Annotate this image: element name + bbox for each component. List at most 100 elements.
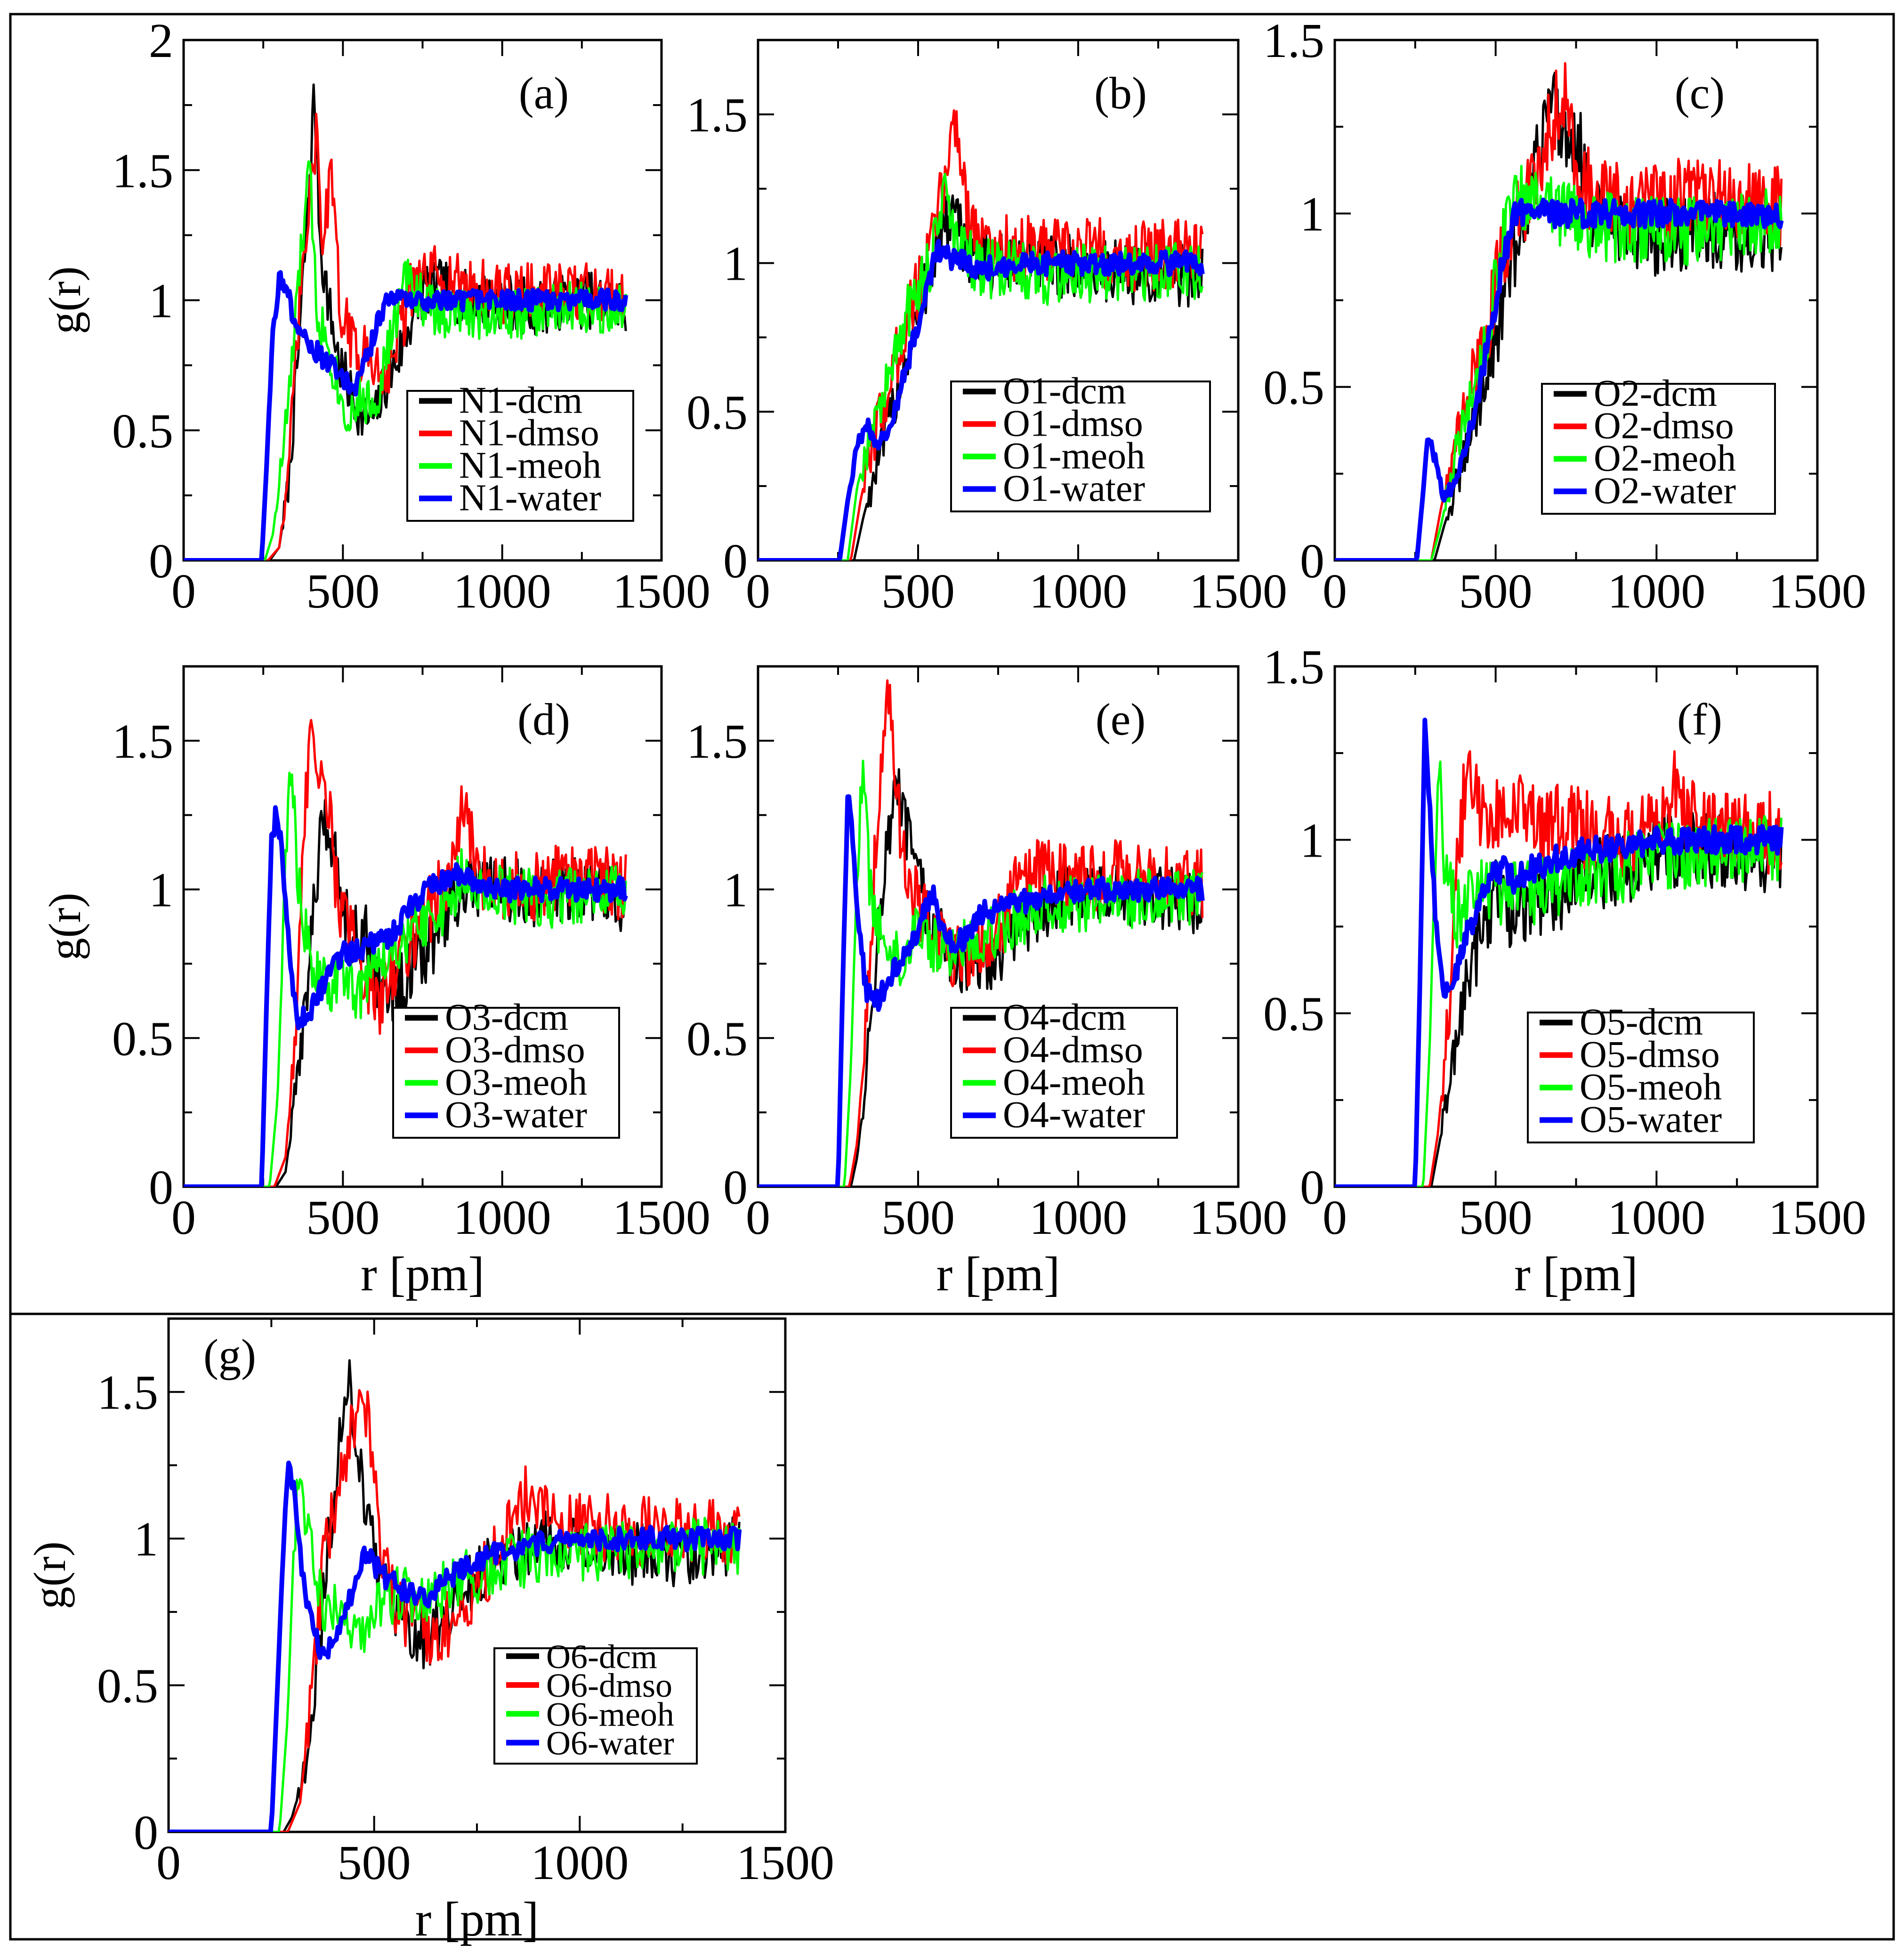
series-line-O2-water <box>1335 197 1784 560</box>
legend-label: O3-dcm <box>445 996 568 1038</box>
y-tick-label: 0.5 <box>1263 361 1324 415</box>
panel-f: 0 500 1000 1500 0 0.5 1 1.5 (f) O5-dcmO5-dmsoO5-m… <box>1263 640 1866 1301</box>
y-tick-label: 0 <box>1300 1160 1324 1215</box>
panel-label: (a) <box>519 68 569 118</box>
legend-label: O1-water <box>1003 468 1145 509</box>
y-tick-label: 1.5 <box>686 714 748 769</box>
x-tick-label: 0 <box>746 564 770 618</box>
x-tick-label: 1000 <box>1029 564 1127 618</box>
series-line-O6-dcm <box>169 1359 741 1832</box>
panel-c: 0 500 1000 1500 0 0.5 1 1.5 (c) O2-dcmO2-dmsoO2-m… <box>1263 14 1866 618</box>
panel-label: (f) <box>1677 694 1722 745</box>
x-tick-label: 0 <box>171 1191 196 1245</box>
legend-label: O4-dmso <box>1003 1029 1143 1070</box>
y-tick-label: 1.5 <box>686 88 748 142</box>
y-tick-label: 0 <box>723 1160 748 1215</box>
legend-label: O1-dcm <box>1003 370 1126 412</box>
x-tick-label: 500 <box>881 564 955 618</box>
panel-label: (d) <box>517 694 570 745</box>
legend-label: O5-dcm <box>1580 1001 1703 1043</box>
panel-g: 0 500 1000 1500 0 0.5 1 1.5 (g) O6-dcmO6-dmsoO6-m… <box>24 1317 834 1946</box>
legend-label: N1-dcm <box>459 380 582 421</box>
legend-label: O2-dmso <box>1594 405 1734 446</box>
x-tick-label: 1500 <box>613 1191 710 1245</box>
y-tick-label: 1.5 <box>112 714 173 769</box>
panel-b: 0 500 1000 1500 0 0.5 1 1.5 (b) O1-dcmO1-dmsoO1-m… <box>686 39 1287 618</box>
legend-label: O2-water <box>1594 470 1736 511</box>
legend-label: O2-meoh <box>1594 437 1736 479</box>
x-axis-label: r [pm] <box>1514 1247 1638 1301</box>
y-tick-label: 0 <box>1300 534 1324 588</box>
legend-label: O2-dcm <box>1594 373 1717 414</box>
series-line-N1-meoh <box>184 160 627 560</box>
y-tick-label: 2 <box>149 14 173 68</box>
x-tick-label: 1000 <box>453 564 551 618</box>
panel-label: (b) <box>1094 68 1147 118</box>
series-line-O2-dmso <box>1335 62 1783 560</box>
panel-label: (e) <box>1096 694 1146 745</box>
legend-label: O5-meoh <box>1580 1066 1722 1108</box>
legend-label: O6-dcm <box>546 1638 657 1676</box>
y-tick-label: 1.5 <box>112 144 173 198</box>
panel-a: 0 500 1000 150000.511.52(a)N1-dcmN1-dmsoN1-… <box>40 14 710 618</box>
x-tick-label: 1000 <box>531 1836 629 1890</box>
x-axis-label: r [pm] <box>936 1247 1060 1301</box>
y-tick-label: 0.5 <box>686 1012 748 1066</box>
series-line-O3-water <box>184 805 628 1187</box>
x-axis-label: r [pm] <box>415 1892 539 1946</box>
y-tick-label: 0.5 <box>1263 987 1324 1041</box>
y-axis-label: g(r) <box>40 267 90 334</box>
x-tick-label: 500 <box>1459 564 1533 618</box>
legend-label: O1-dmso <box>1003 403 1143 444</box>
y-tick-label: 1 <box>134 1512 158 1566</box>
x-tick-label: 1000 <box>453 1191 551 1245</box>
y-tick-label: 0.5 <box>97 1659 158 1713</box>
y-tick-label: 1 <box>1300 187 1324 241</box>
legend-label: O6-dmso <box>546 1667 672 1704</box>
x-tick-label: 500 <box>306 1191 379 1245</box>
y-tick-label: 1 <box>723 863 748 917</box>
series-line-O1-water <box>758 239 1205 560</box>
x-tick-label: 0 <box>1323 1191 1347 1245</box>
legend-label: O6-meoh <box>546 1695 674 1733</box>
y-tick-label: 1.5 <box>97 1366 158 1420</box>
series-line-O5-water <box>1335 717 1784 1187</box>
y-tick-label: 0 <box>723 534 748 588</box>
y-tick-label: 0 <box>149 1160 173 1215</box>
x-tick-label: 1500 <box>736 1836 834 1890</box>
x-tick-label: 0 <box>746 1191 770 1245</box>
legend-label: N1-water <box>459 477 601 518</box>
legend-label: O4-dcm <box>1003 996 1126 1038</box>
x-tick-label: 0 <box>156 1836 181 1890</box>
x-tick-label: 0 <box>1323 564 1347 618</box>
panel-label: (g) <box>203 1330 256 1380</box>
y-tick-label: 1 <box>1300 813 1324 867</box>
y-tick-label: 0.5 <box>112 404 173 458</box>
y-tick-label: 0 <box>149 534 173 588</box>
series-line-O6-dmso <box>169 1389 741 1832</box>
legend-label: O3-dmso <box>445 1029 585 1070</box>
legend-label: O3-water <box>445 1094 587 1135</box>
x-tick-label: 500 <box>881 1191 955 1245</box>
x-tick-label: 1000 <box>1607 1191 1705 1245</box>
series-line-O4-water <box>758 794 1205 1187</box>
y-tick-label: 1 <box>723 237 748 291</box>
x-tick-label: 0 <box>171 564 196 618</box>
x-tick-label: 1000 <box>1607 564 1705 618</box>
x-tick-label: 1500 <box>1768 1191 1866 1245</box>
x-tick-label: 500 <box>338 1836 411 1890</box>
legend-label: O4-water <box>1003 1094 1145 1135</box>
x-tick-label: 1500 <box>613 564 710 618</box>
series-line-N1-water <box>184 270 629 560</box>
panel-label: (c) <box>1675 68 1725 118</box>
x-tick-label: 1000 <box>1029 1191 1127 1245</box>
legend-label: O5-dmso <box>1580 1034 1720 1075</box>
